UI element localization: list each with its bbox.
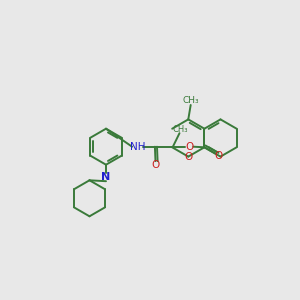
Text: O: O: [184, 152, 192, 162]
Text: O: O: [185, 142, 194, 152]
Text: NH: NH: [130, 142, 145, 152]
Text: N: N: [101, 172, 111, 182]
Text: CH₃: CH₃: [182, 96, 199, 105]
Text: O: O: [152, 160, 160, 170]
Text: CH₃: CH₃: [173, 125, 188, 134]
Text: O: O: [214, 151, 223, 160]
